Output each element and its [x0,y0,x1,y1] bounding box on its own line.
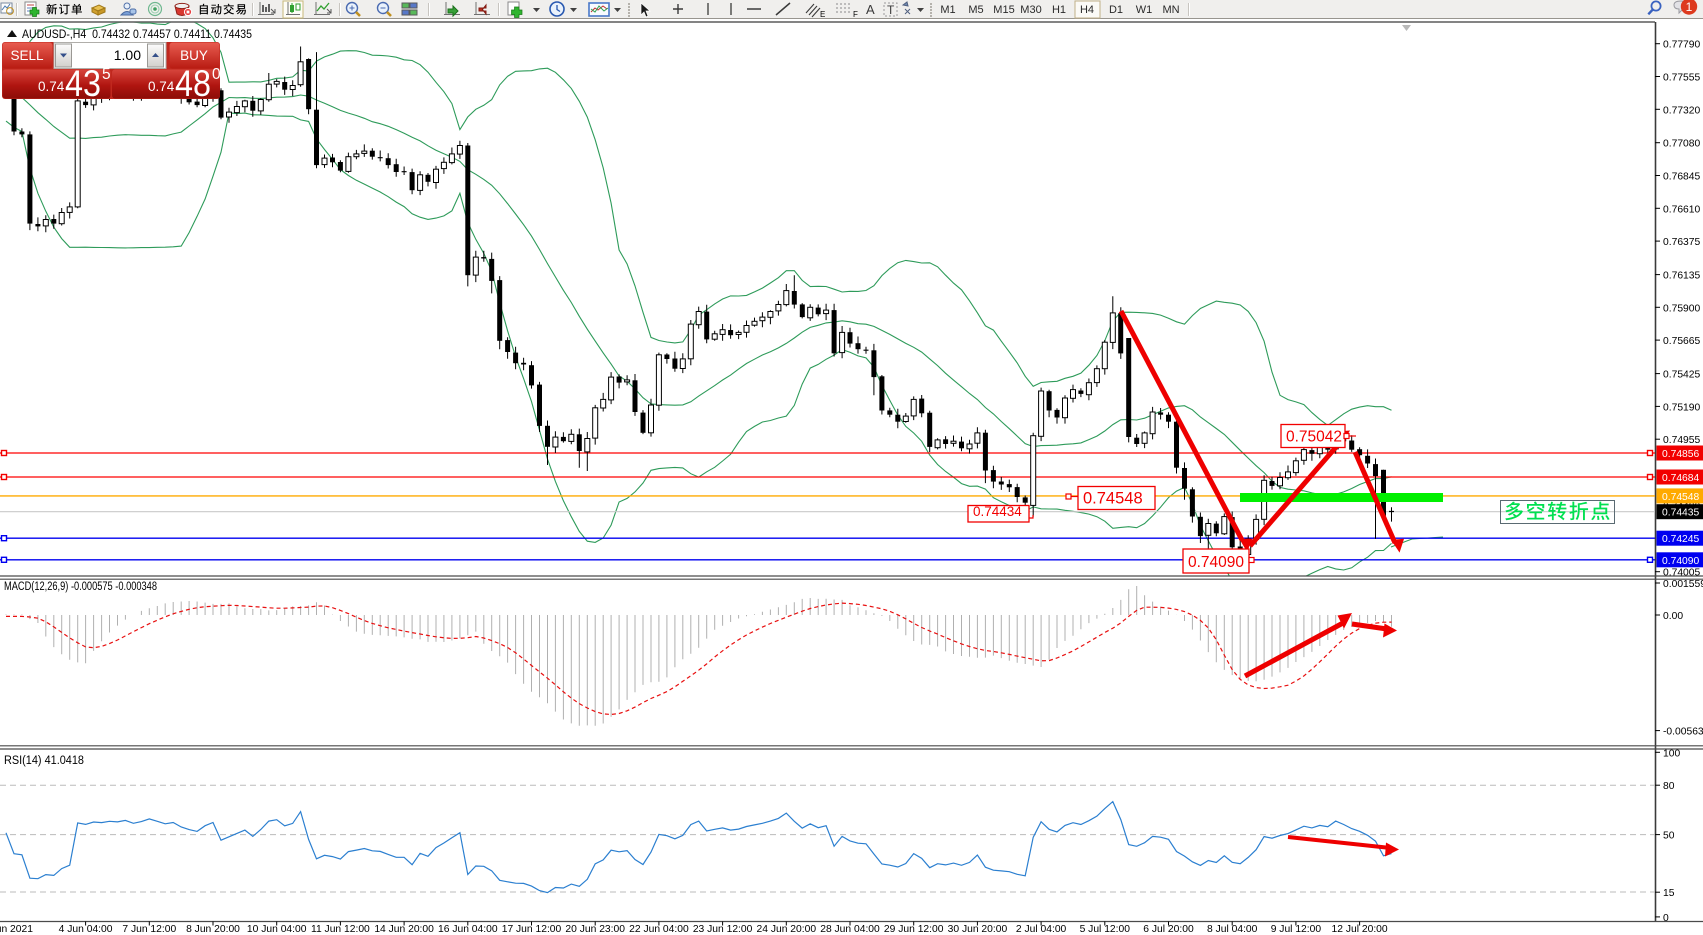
svg-text:8 Jun 20:00: 8 Jun 20:00 [186,924,240,935]
svg-text:24 Jun 20:00: 24 Jun 20:00 [757,924,817,935]
svg-text:RSI(14) 41.0418: RSI(14) 41.0418 [4,755,84,767]
svg-text:0.74005: 0.74005 [1663,568,1700,579]
svg-text:0.74: 0.74 [38,79,65,94]
svg-text:D1: D1 [1109,4,1123,16]
svg-text:A: A [866,2,875,17]
svg-text:29 Jun 12:00: 29 Jun 12:00 [884,924,944,935]
svg-text:0.75190: 0.75190 [1663,402,1700,413]
svg-text:0.77790: 0.77790 [1663,40,1700,51]
svg-text:100: 100 [1663,748,1680,759]
svg-text:10 Jun 04:00: 10 Jun 04:00 [247,924,307,935]
svg-text:MN: MN [1162,4,1179,16]
svg-text:0.76135: 0.76135 [1663,271,1700,282]
svg-text:0.75665: 0.75665 [1663,336,1700,347]
svg-text:E: E [820,10,825,19]
svg-text:17 Jun 12:00: 17 Jun 12:00 [502,924,562,935]
svg-text:14 Jun 20:00: 14 Jun 20:00 [374,924,434,935]
svg-text:-0.005634: -0.005634 [1663,727,1703,738]
svg-text:7 Jun 12:00: 7 Jun 12:00 [122,924,176,935]
svg-text:9 Jul 12:00: 9 Jul 12:00 [1271,924,1322,935]
svg-text:12 Jul 20:00: 12 Jul 20:00 [1332,924,1388,935]
svg-text:0: 0 [212,66,221,83]
svg-text:0: 0 [1663,913,1669,924]
svg-text:48: 48 [175,63,211,104]
svg-text:1: 1 [1686,0,1693,14]
svg-text:2 Jun 2021: 2 Jun 2021 [0,924,33,935]
svg-text:0.74090: 0.74090 [1662,556,1699,567]
svg-text:H1: H1 [1052,4,1066,16]
svg-text:M5: M5 [968,4,983,16]
svg-text:M30: M30 [1020,4,1041,16]
svg-text:H4: H4 [1080,4,1094,16]
svg-text:8 Jul 04:00: 8 Jul 04:00 [1207,924,1258,935]
svg-text:16 Jun 04:00: 16 Jun 04:00 [438,924,498,935]
svg-text:5: 5 [102,66,111,83]
svg-text:0.76375: 0.76375 [1663,237,1700,248]
svg-text:SELL: SELL [10,48,44,63]
svg-text:0.75900: 0.75900 [1663,303,1700,314]
svg-text:0.74856: 0.74856 [1662,449,1699,460]
svg-text:0.001559: 0.001559 [1663,579,1703,590]
svg-text:15: 15 [1663,888,1675,899]
svg-text:0.76610: 0.76610 [1663,204,1700,215]
svg-text:M1: M1 [940,4,955,16]
svg-text:22 Jun 04:00: 22 Jun 04:00 [629,924,689,935]
svg-text:0.77080: 0.77080 [1663,139,1700,150]
svg-text:0.74: 0.74 [148,79,175,94]
svg-text:BUY: BUY [180,48,208,63]
svg-text:0.74090: 0.74090 [1188,554,1244,571]
svg-text:80: 80 [1663,781,1675,792]
svg-text:0.74684: 0.74684 [1662,473,1699,484]
svg-text:MACD(12,26,9) -0.000575 -0.000: MACD(12,26,9) -0.000575 -0.000348 [4,581,157,593]
svg-text:6 Jul 20:00: 6 Jul 20:00 [1143,924,1194,935]
svg-text:T: T [887,3,895,17]
svg-text:0.74548: 0.74548 [1083,490,1143,508]
svg-text:2 Jul 04:00: 2 Jul 04:00 [1016,924,1067,935]
svg-text:W1: W1 [1136,4,1153,16]
svg-text:0.75425: 0.75425 [1663,370,1700,381]
svg-text:20 Jun 23:00: 20 Jun 23:00 [565,924,625,935]
svg-text:23 Jun 12:00: 23 Jun 12:00 [693,924,753,935]
svg-text:0.77320: 0.77320 [1663,105,1700,116]
svg-text:5 Jul 12:00: 5 Jul 12:00 [1080,924,1131,935]
svg-text:0.75042: 0.75042 [1286,429,1342,446]
svg-text:1.00: 1.00 [114,47,141,63]
svg-text:0.74434: 0.74434 [973,504,1022,519]
svg-text:0.74955: 0.74955 [1663,435,1700,446]
svg-text:0.76845: 0.76845 [1663,172,1700,183]
svg-text:0.74548: 0.74548 [1662,492,1699,503]
svg-text:M15: M15 [993,4,1014,16]
svg-text:11 Jun 12:00: 11 Jun 12:00 [311,924,370,935]
svg-text:0.74435: 0.74435 [1662,508,1699,519]
svg-text:0.74245: 0.74245 [1662,534,1699,545]
svg-text:43: 43 [65,63,101,104]
svg-text:AUDUSD-,H4 0.74432 0.74457 0.: AUDUSD-,H4 0.74432 0.74457 0.74411 0.744… [22,27,252,41]
svg-text:F: F [853,10,858,19]
svg-text:30 Jun 20:00: 30 Jun 20:00 [948,924,1008,935]
svg-text:50: 50 [1663,831,1675,842]
svg-text:4 Jun 04:00: 4 Jun 04:00 [59,924,113,935]
svg-text:0.00: 0.00 [1663,611,1683,622]
svg-text:0.77555: 0.77555 [1663,73,1700,84]
svg-text:28 Jun 04:00: 28 Jun 04:00 [820,924,880,935]
